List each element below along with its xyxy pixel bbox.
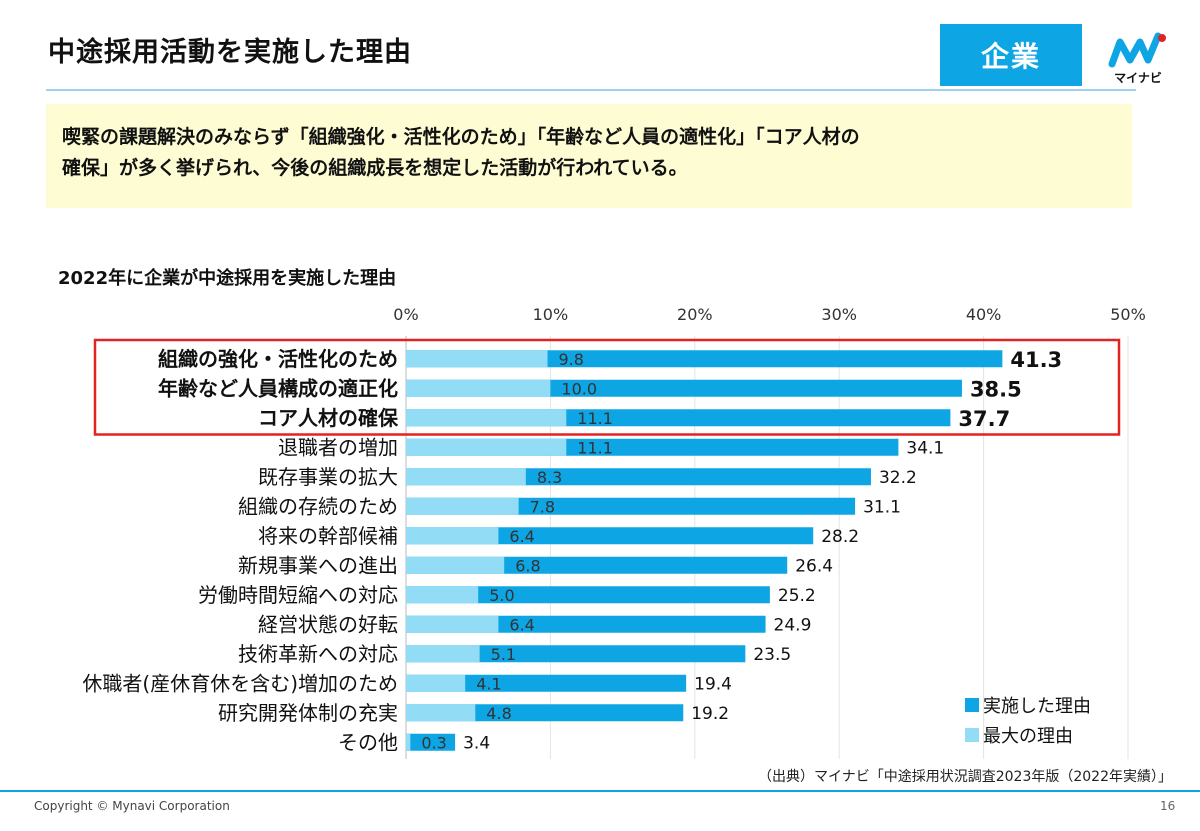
bar-biggest-reason [406, 704, 476, 722]
value-label-biggest: 6.4 [509, 527, 534, 546]
bar-implemented [406, 527, 814, 545]
copyright: Copyright © Mynavi Corporation [34, 799, 230, 813]
category-label: 将来の幹部候補 [258, 524, 398, 548]
value-label-implemented: 19.2 [691, 704, 729, 724]
summary-box: 喫緊の課題解決のみならず「組織強化・活性化のため」「年齢など人員の適性化」「コア… [46, 104, 1132, 208]
category-label: 経営状態の好転 [258, 612, 398, 636]
bar-implemented [406, 350, 1003, 368]
value-label-implemented: 34.1 [906, 438, 944, 458]
category-tag: 企業 [940, 24, 1082, 86]
x-tick-label: 10% [533, 305, 569, 324]
value-label-biggest: 6.8 [515, 556, 540, 575]
page-title: 中途採用活動を実施した理由 [48, 37, 412, 68]
bar-biggest-reason [406, 615, 499, 633]
bar-biggest-reason [406, 733, 411, 751]
value-label-biggest: 11.1 [577, 438, 613, 457]
value-label-biggest: 4.8 [486, 704, 511, 723]
value-label-implemented: 38.5 [970, 377, 1022, 401]
bar-implemented [406, 645, 746, 663]
legend-label: 実施した理由 [983, 696, 1091, 717]
footer-divider [0, 790, 1200, 792]
bar-biggest-reason [406, 527, 499, 545]
category-label: 組織の強化・活性化のため [158, 347, 398, 371]
x-tick-label: 20% [677, 305, 713, 324]
x-tick-label: 0% [393, 305, 418, 324]
bar-biggest-reason [406, 556, 505, 574]
bar-biggest-reason [406, 674, 466, 692]
category-label: 年齢など人員構成の適正化 [158, 376, 398, 400]
value-label-biggest: 4.1 [476, 674, 501, 693]
bar-biggest-reason [406, 438, 567, 456]
category-label: コア人材の確保 [258, 406, 399, 430]
mynavi-logo: マイナビ [1108, 30, 1168, 86]
summary-line: 喫緊の課題解決のみならず「組織強化・活性化のため」「年齢など人員の適性化」「コア… [62, 126, 860, 148]
bar-biggest-reason [406, 468, 526, 486]
x-tick-label: 50% [1110, 305, 1146, 324]
value-label-implemented: 24.9 [774, 615, 812, 635]
category-label: 既存事業の拡大 [258, 465, 398, 489]
value-label-implemented: 25.2 [778, 586, 816, 606]
value-label-implemented: 37.7 [958, 407, 1010, 431]
summary-line: 確保」が多く挙げられ、今後の組織成長を想定した活動が行われている。 [62, 157, 688, 179]
bar-biggest-reason [406, 379, 551, 397]
category-label: 労働時間短縮への対応 [198, 583, 398, 607]
value-label-biggest: 8.3 [537, 468, 562, 487]
value-label-biggest: 7.8 [530, 497, 555, 516]
bar-biggest-reason [406, 645, 480, 663]
logo-text: マイナビ [1114, 70, 1162, 85]
bar-biggest-reason [406, 409, 567, 427]
bar-implemented [406, 674, 687, 692]
value-label-implemented: 19.4 [694, 674, 732, 694]
legend-swatch [965, 698, 979, 712]
category-label: 研究開発体制の充実 [218, 701, 398, 725]
value-label-biggest: 10.0 [561, 379, 597, 398]
value-label-implemented: 28.2 [821, 527, 859, 547]
value-label-biggest: 9.8 [559, 350, 584, 369]
header-divider [46, 89, 1136, 91]
category-label: 新規事業への進出 [238, 553, 398, 577]
category-label: その他 [338, 730, 398, 754]
category-label: 組織の存続のため [238, 494, 398, 518]
value-label-implemented: 41.3 [1010, 348, 1062, 372]
category-label: 技術革新への対応 [238, 642, 398, 666]
value-label-implemented: 3.4 [463, 733, 490, 753]
x-tick-label: 40% [966, 305, 1002, 324]
value-label-implemented: 26.4 [795, 556, 833, 576]
bar-biggest-reason [406, 586, 479, 604]
bar-implemented [406, 586, 770, 604]
x-tick-label: 30% [821, 305, 857, 324]
bar-chart: 0% 10% 20% 30% 40% 50% 組織の強化・活性化のため 9.8 41.3 年齢など… [82, 305, 1172, 785]
category-label: 退職者の増加 [278, 435, 398, 459]
bar-biggest-reason [406, 350, 548, 368]
page-number: 16 [1160, 799, 1176, 813]
bar-implemented [406, 733, 456, 751]
highlight-box [93, 338, 1121, 436]
value-label-implemented: 23.5 [753, 645, 791, 665]
value-label-biggest: 6.4 [509, 615, 534, 634]
category-label: 休職者(産休育休を含む)増加のため [82, 671, 398, 695]
source-note: （出典）マイナビ「中途採用状況調査2023年版（2022年実績）」 [758, 768, 1172, 785]
legend-label: 最大の理由 [983, 726, 1073, 747]
legend-swatch [965, 728, 979, 742]
value-label-biggest: 5.0 [489, 586, 514, 605]
chart-title: 2022年に企業が中途採用を実施した理由 [58, 268, 397, 289]
value-label-biggest: 0.3 [421, 733, 446, 752]
value-label-biggest: 5.1 [491, 645, 516, 664]
bar-biggest-reason [406, 497, 519, 515]
value-label-implemented: 31.1 [863, 497, 901, 517]
value-label-biggest: 11.1 [577, 409, 613, 428]
value-label-implemented: 32.2 [879, 468, 917, 488]
logo-mark-icon: マイナビ [1108, 32, 1166, 85]
